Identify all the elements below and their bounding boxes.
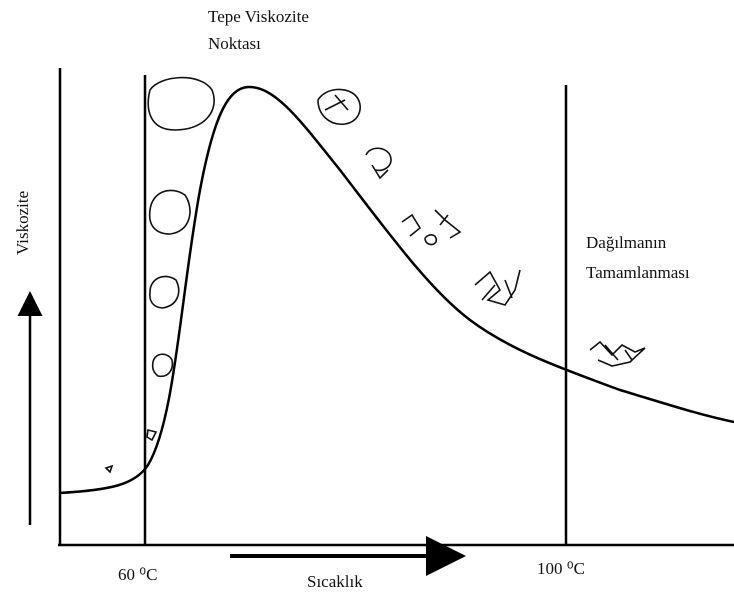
dispersion-label: Tamamlanması — [586, 263, 690, 282]
x-axis-label: Sıcaklık — [307, 572, 363, 591]
granules — [104, 76, 646, 474]
marker-label: 60 ⁰C — [118, 565, 157, 584]
dispersion-label: Dağılmanın — [586, 233, 667, 252]
peak-label: Tepe Viskozite — [208, 7, 309, 26]
peak-label: Noktası — [208, 34, 261, 53]
viscosity-curve — [59, 85, 734, 495]
y-axis-label: Viskozite — [13, 191, 32, 255]
marker-label: 100 ⁰C — [537, 559, 585, 578]
